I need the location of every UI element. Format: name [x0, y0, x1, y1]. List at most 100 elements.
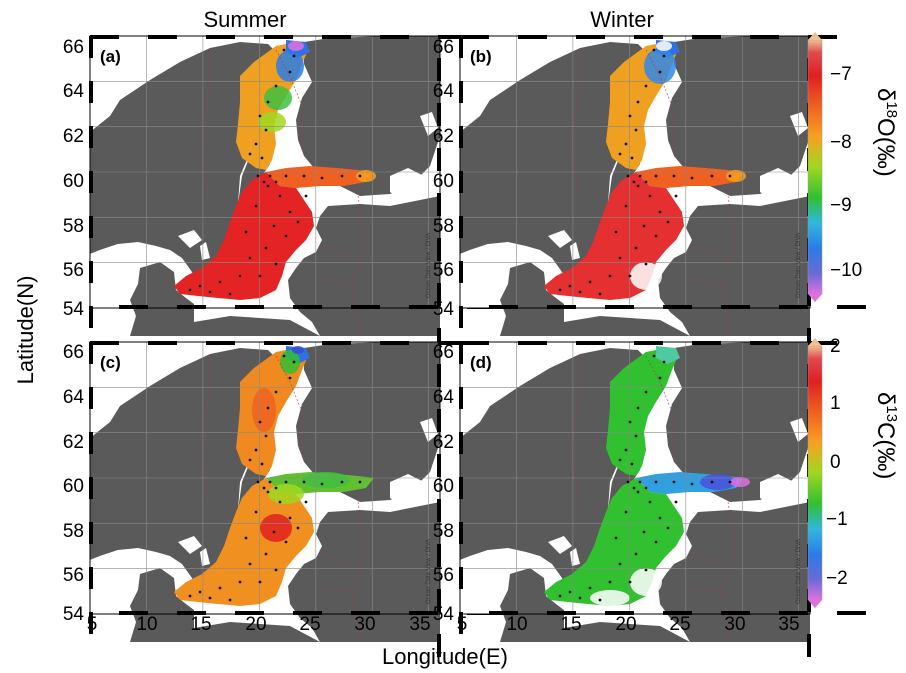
panel-label: (c)	[100, 353, 121, 372]
y-tick: 54	[433, 604, 455, 625]
sample-point	[302, 174, 306, 178]
sample-point	[254, 204, 258, 208]
border-line	[201, 355, 211, 503]
y-tick: 58	[63, 521, 84, 542]
colorbar-d13c-tick: −2	[826, 568, 848, 589]
sample-point	[658, 376, 662, 380]
colorbar-d13c-tick: 1	[830, 393, 841, 414]
sample-point	[304, 194, 308, 198]
gulf-of-finland-field	[636, 166, 744, 188]
x-tick: 20	[245, 614, 266, 635]
odv-watermark: Ocean Data View / DIVA	[796, 539, 802, 604]
sample-point	[284, 234, 288, 238]
sample-point	[658, 210, 662, 214]
field-patch	[276, 50, 304, 82]
sample-point	[642, 224, 646, 228]
x-tick: 15	[560, 614, 581, 635]
colorbar-d18o-tick: −10	[830, 260, 862, 281]
sample-point	[274, 180, 278, 184]
colorbar-d13c-label-rest: C(‰)	[872, 422, 899, 479]
sample-point	[632, 180, 636, 184]
border-line	[319, 551, 361, 569]
sample-point	[690, 176, 694, 180]
sample-point	[666, 220, 670, 224]
sample-point	[674, 500, 678, 504]
sample-point	[634, 434, 638, 438]
sample-point	[188, 288, 192, 292]
sample-point	[628, 420, 632, 424]
field-patch	[302, 472, 350, 488]
bothnian-sea-field	[606, 348, 678, 476]
sample-point	[654, 480, 658, 484]
sample-point	[264, 246, 268, 250]
baltic-proper-field	[174, 478, 314, 606]
country-borders	[201, 355, 367, 643]
sample-point	[304, 500, 308, 504]
panel-b-winter-d18o: (b) Ocean Data View / DIVA	[459, 35, 866, 351]
sample-point	[282, 354, 286, 358]
y-tick: 62	[63, 126, 84, 147]
sample-point	[568, 284, 572, 288]
sample-point	[248, 562, 252, 566]
sample-point	[340, 480, 344, 484]
sea-field	[544, 40, 746, 300]
sample-point	[268, 480, 272, 484]
sample-point	[218, 586, 222, 590]
y-tick: 60	[63, 476, 84, 497]
y-tick: 64	[63, 81, 85, 102]
sample-point	[614, 230, 618, 234]
x-tick: 30	[354, 614, 375, 635]
border-line	[689, 551, 731, 569]
sample-point	[634, 246, 638, 250]
sample-point	[256, 480, 260, 484]
y-tick: 56	[433, 565, 454, 586]
country-borders	[201, 49, 367, 337]
sample-points	[558, 354, 732, 602]
y-tick: 60	[433, 476, 454, 497]
sample-point	[358, 174, 362, 178]
odv-watermark: Ocean Data View / DIVA	[426, 233, 432, 298]
colorbar-d18o-top-cap	[808, 32, 822, 40]
border-line	[645, 49, 675, 157]
odv-watermark: Ocean Data View / DIVA	[796, 233, 802, 298]
panel-label: (d)	[470, 353, 492, 372]
gulf-of-finland-field	[266, 166, 374, 188]
sample-point	[674, 194, 678, 198]
x-tick: 10	[136, 614, 157, 635]
colorbar-d13c-gradient	[807, 345, 823, 601]
sample-point	[648, 194, 652, 198]
sample-point	[636, 184, 640, 188]
map-frame-ticks	[89, 35, 496, 351]
sample-point	[710, 480, 714, 484]
border-line	[571, 355, 581, 503]
sample-point	[644, 262, 648, 266]
colorbar-d13c-bottom-cap	[808, 600, 822, 608]
border-line	[571, 49, 581, 197]
sample-point	[614, 536, 618, 540]
y-tick: 56	[63, 565, 84, 586]
sample-point	[642, 530, 646, 534]
x-tick: 30	[724, 614, 745, 635]
border-line	[351, 195, 367, 337]
border-line	[275, 49, 305, 157]
x-axis-label: Longitude(E)	[382, 644, 508, 669]
sample-point	[634, 128, 638, 132]
sample-point	[662, 54, 666, 58]
sample-point	[638, 174, 642, 178]
sample-point	[568, 590, 572, 594]
y-ticks-right-bottom: 66 64 62 60 58 56 54	[433, 342, 455, 625]
sample-point	[274, 390, 278, 394]
col-title-summer: Summer	[203, 7, 286, 32]
sample-point	[654, 540, 658, 544]
colorbar-d18o-tick: −8	[830, 132, 852, 153]
field-patch	[258, 112, 286, 132]
sample-point	[274, 84, 278, 88]
y-tick: 56	[433, 260, 454, 281]
y-tick: 62	[433, 126, 454, 147]
colorbar-d18o: −7 −8 −9 −10 δ18O(‰)	[807, 32, 900, 302]
sample-point	[278, 500, 282, 504]
y-tick: 60	[63, 171, 84, 192]
sample-point	[218, 280, 222, 284]
sample-point	[228, 598, 232, 602]
